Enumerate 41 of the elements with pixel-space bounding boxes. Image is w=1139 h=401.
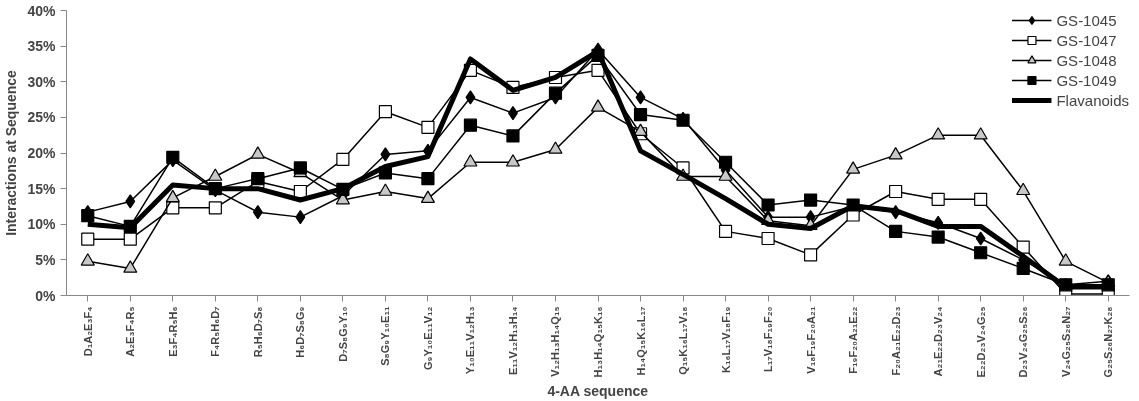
legend-label: GS-1048 bbox=[1056, 51, 1117, 69]
x-tick-label: D₇S₈G₉Y₁₀ bbox=[336, 306, 349, 362]
x-tick-label: R₅H₆D₇S₈ bbox=[251, 306, 264, 358]
y-tick-label: 20% bbox=[27, 145, 57, 161]
x-tick-label: F₁₉F₂₀A₂₁E₂₂ bbox=[847, 306, 860, 374]
x-tick-label: F₄R₅H₆D₇ bbox=[209, 306, 222, 357]
x-tick-label: G₂₅S₂₆N₂₇K₂₈ bbox=[1102, 306, 1115, 378]
y-tick-label: 35% bbox=[27, 38, 57, 55]
x-tick-label: D₁A₂E₃F₄ bbox=[81, 306, 94, 357]
x-tick-label: E₂₂D₂₃V₂₄G₂₅ bbox=[974, 306, 987, 378]
y-axis-title: Interactions at Sequence bbox=[3, 69, 20, 236]
x-tick-label: Y₁₀E₁₁V₁₂H₁₃ bbox=[464, 306, 477, 375]
legend-label: GS-1049 bbox=[1056, 71, 1117, 89]
x-tick-label: S₈G₉Y₁₀E₁₁ bbox=[379, 306, 392, 366]
x-tick-label: L₁₇V₁₈F₁₉F₂₀ bbox=[762, 306, 775, 372]
x-tick-label: H₁₃H₁₄Q₁₅K₁₆ bbox=[592, 306, 604, 378]
legend-label: GS-1045 bbox=[1056, 11, 1117, 29]
x-tick-label: V₂₄G₂₅S₂₆N₂₇ bbox=[1059, 306, 1072, 377]
x-tick-label: H₆D₇S₈G₉ bbox=[294, 306, 307, 358]
y-tick-label: 15% bbox=[27, 180, 57, 197]
legend-label: Flavanoids bbox=[1056, 91, 1129, 109]
x-tick-label: A₂₁E₂₂D₂₃V₂₄ bbox=[932, 306, 945, 377]
y-tick-label: 40% bbox=[27, 2, 57, 19]
x-tick-label: D₂₃V₂₄G₂₅S₂₆ bbox=[1017, 306, 1030, 378]
y-tick-label: 10% bbox=[27, 216, 57, 233]
x-tick-label: V₁₈F₁₉F₂₀A₂₁ bbox=[804, 306, 817, 374]
legend-label: GS-1047 bbox=[1056, 31, 1117, 49]
x-tick-label: K₁₆L₁₇V₁₈F₁₉ bbox=[719, 306, 732, 373]
x-axis-title: 4-AA sequence bbox=[547, 382, 649, 399]
x-tick-label: A₂E₃F₄R₅ bbox=[124, 306, 137, 357]
y-tick-label: 5% bbox=[35, 251, 57, 268]
y-tick-label: 0% bbox=[35, 287, 57, 304]
x-tick-label: E₃F₄R₅H₆ bbox=[166, 306, 179, 357]
x-tick-label: V₁₂H₁₃H₁₄Q₁₅ bbox=[549, 306, 562, 377]
x-tick-label: F₂₀A₂₁E₂₂D₂₃ bbox=[889, 306, 902, 376]
x-tick-label: H₁₄Q₁₅K₁₆L₁₇ bbox=[634, 306, 647, 376]
x-tick-label: E₁₁V₁₂H₁₃H₁₄ bbox=[506, 306, 519, 376]
x-tick-label: G₉Y₁₀E₁₁V₁₂ bbox=[421, 306, 434, 371]
x-tick-label: Q₁₅K₁₆L₁₇V₁₈ bbox=[677, 306, 690, 375]
y-tick-label: 25% bbox=[27, 109, 57, 126]
y-tick-label: 30% bbox=[27, 73, 57, 90]
